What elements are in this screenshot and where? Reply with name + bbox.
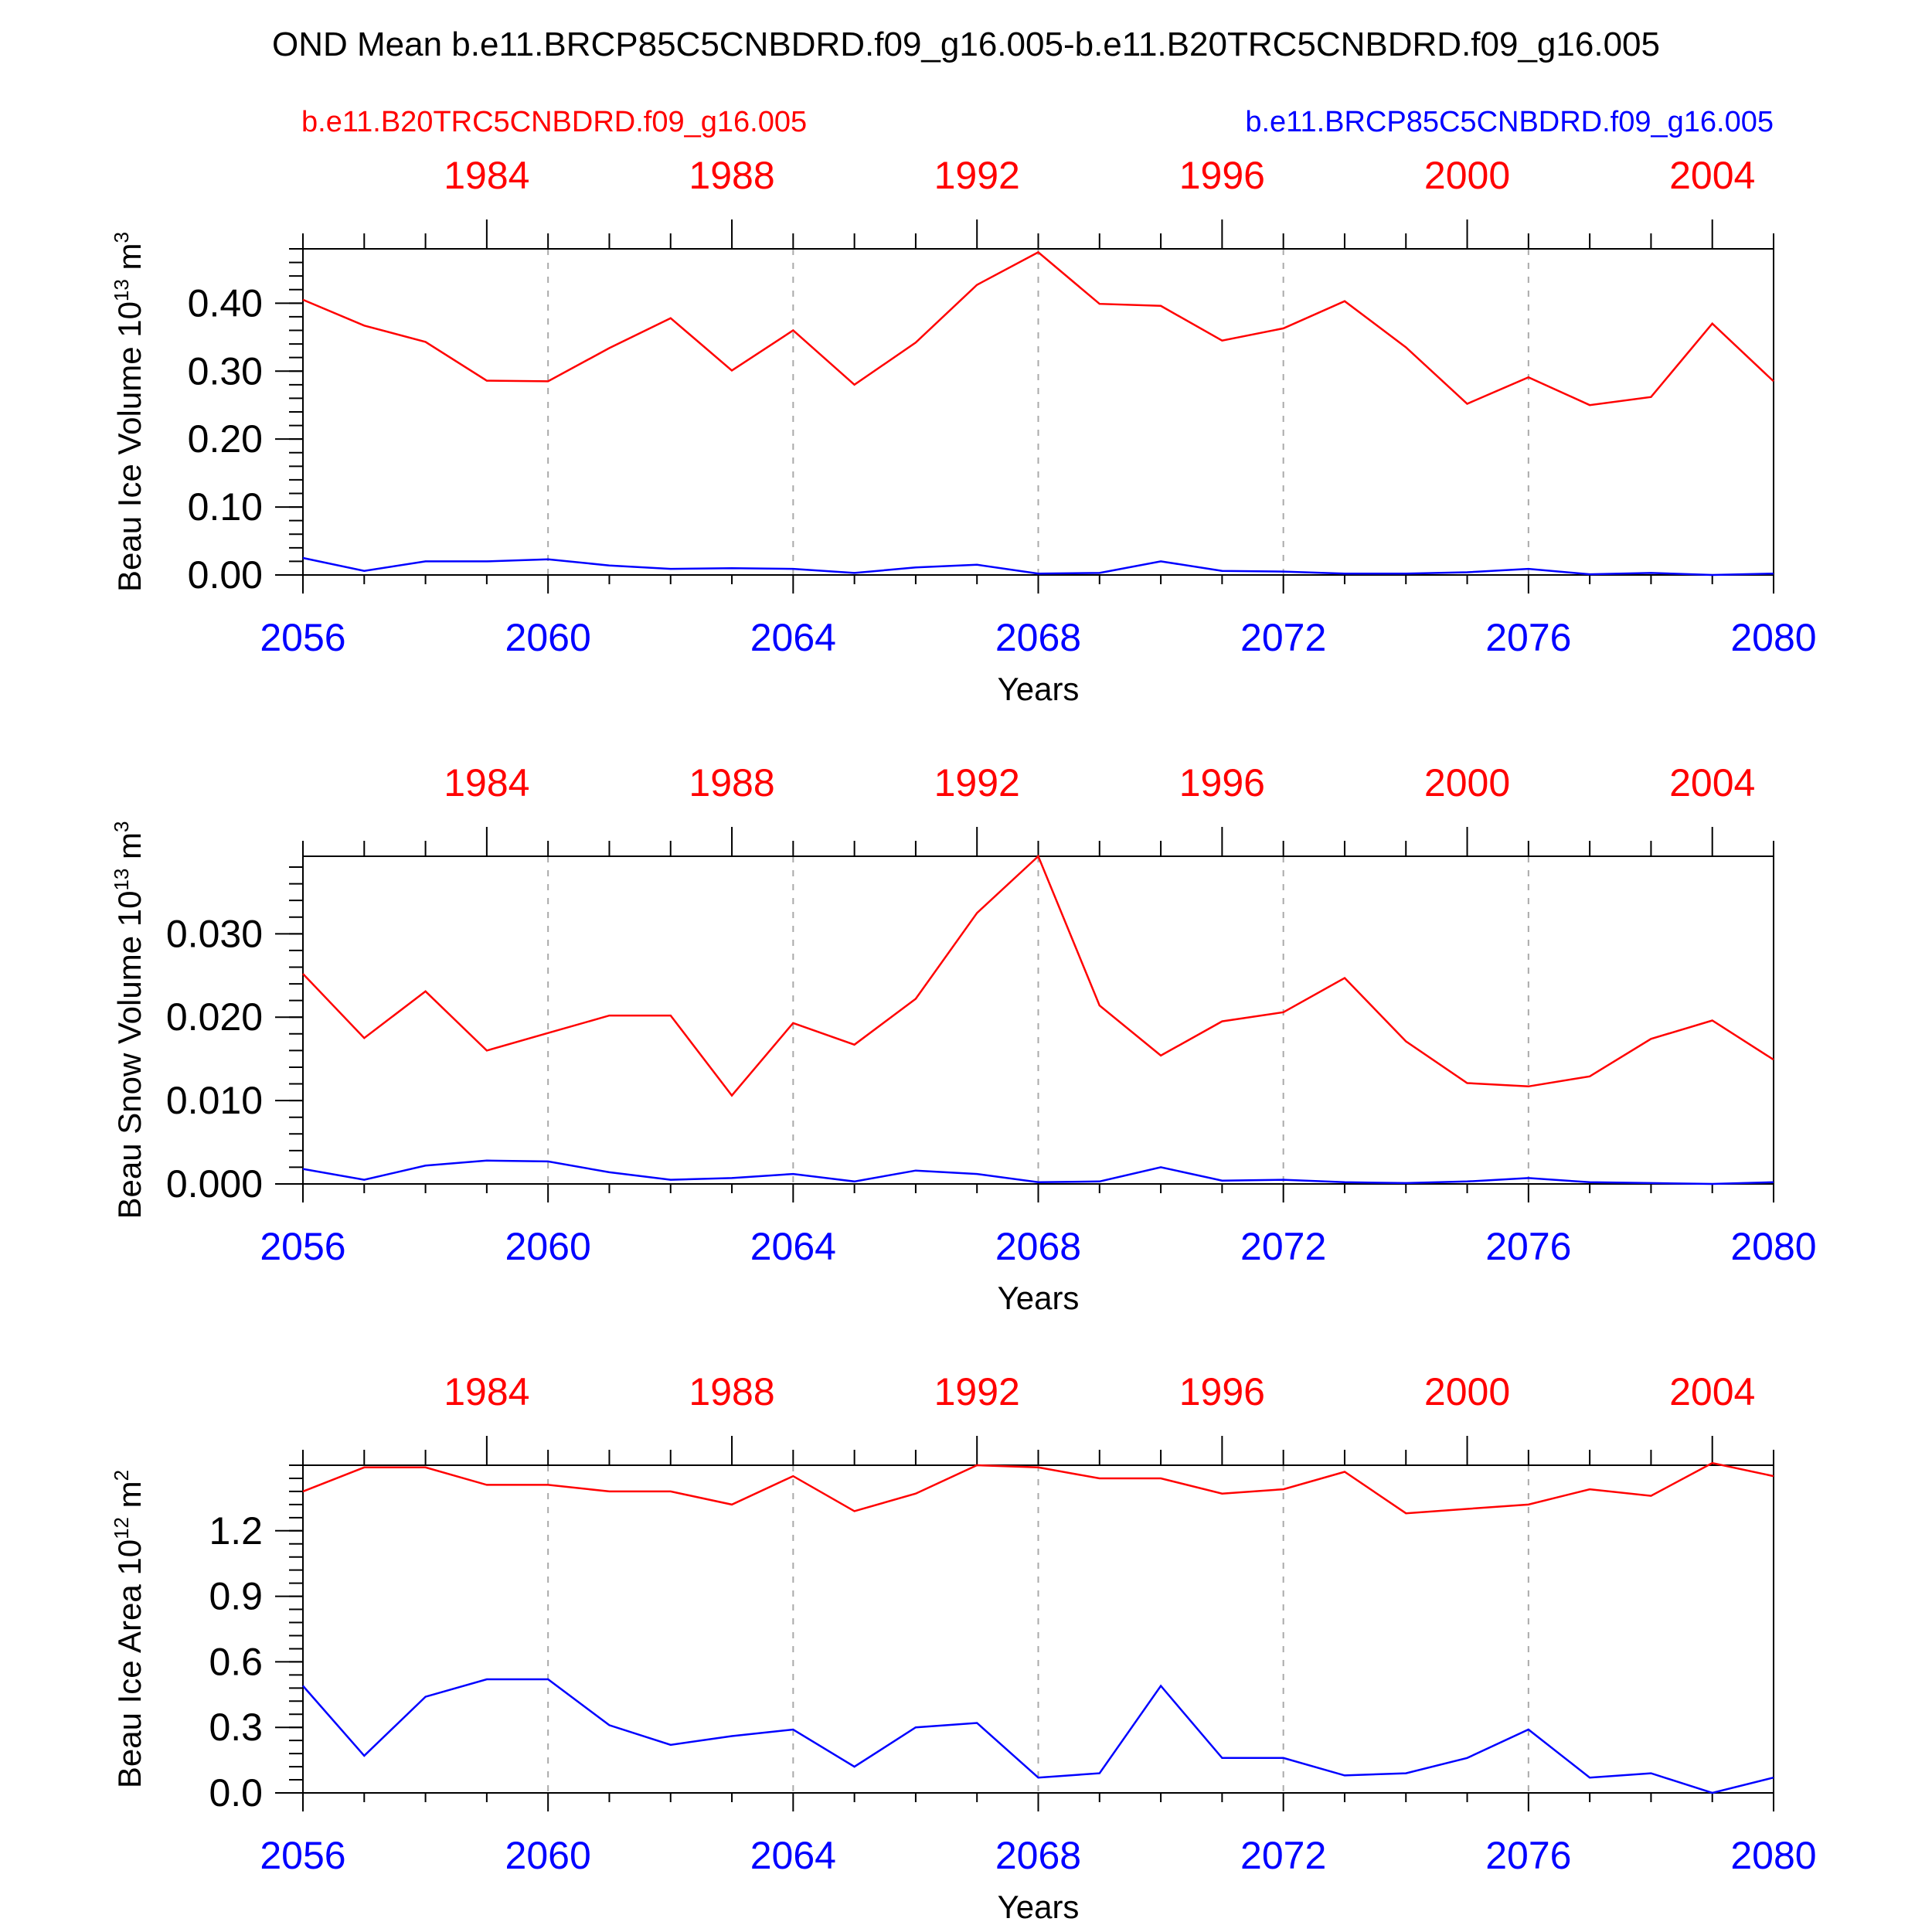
legend-label-future: b.e11.BRCP85C5CNBDRD.f09_g16.005 [1245,106,1774,138]
y-tick-label: 0.30 [188,349,263,393]
top-tick-label: 2004 [1669,761,1755,804]
y-axis-title-part: Beau Snow Volume 10 [111,891,148,1219]
y-axis-title-superscript: 13 [110,279,133,301]
x-tick-label: 2072 [1240,1225,1326,1268]
y-tick-label: 0.10 [188,485,263,529]
x-tick-label: 2076 [1485,1225,1571,1268]
top-tick-label: 1984 [444,154,529,197]
x-axis-title: Years [998,671,1080,707]
x-axis-title: Years [998,1280,1080,1316]
top-tick-label: 1988 [689,1370,774,1413]
x-tick-label: 2064 [750,616,836,659]
panel-1: 2056 2060 2064 2068 2072 2076 2080 1984 1988 1992… [110,154,1817,707]
x-tick-label: 2064 [750,1225,836,1268]
y-tick-label: 0.3 [209,1706,263,1749]
top-tick-label: 2004 [1669,1370,1755,1413]
chart-title: OND Mean b.e11.BRCP85C5CNBDRD.f09_g16.00… [272,26,1660,63]
x-tick-label: 2056 [260,616,345,659]
top-tick-label: 1988 [689,761,774,804]
top-tick-label: 1996 [1179,761,1265,804]
y-tick-label: 0.030 [166,912,263,955]
x-tick-label: 2072 [1240,1834,1326,1877]
top-tick-label: 1984 [444,761,529,804]
y-tick-label: 0.9 [209,1575,263,1618]
y-axis-title: Beau Snow Volume 1013 m3 [110,821,148,1219]
y-axis-title-part: m [111,1481,148,1517]
y-tick-label: 0.00 [188,553,263,597]
y-axis-title-part: m [111,832,148,869]
series-line-future [302,1159,1774,1185]
x-tick-label: 2068 [995,1225,1081,1268]
y-tick-label: 0.6 [209,1640,263,1683]
top-tick-label: 1992 [934,1370,1020,1413]
y-axis-title-part: m [111,243,148,279]
x-tick-label: 2060 [505,616,591,659]
top-tick-label: 1992 [934,761,1020,804]
panel-2: 2056 2060 2064 2068 2072 2076 2080 1984 1988 1992… [110,761,1817,1316]
x-tick-label: 2068 [995,1834,1081,1877]
y-tick-label: 0.0 [209,1771,263,1815]
top-tick-label: 2000 [1424,761,1510,804]
top-tick-label: 2000 [1424,154,1510,197]
top-tick-label: 2000 [1424,1370,1510,1413]
x-tick-label: 2072 [1240,616,1326,659]
series-line-historical [302,854,1774,1097]
series-line-historical [302,1461,1774,1515]
y-axis-title: Beau Ice Area 1012 m2 [110,1470,148,1788]
x-tick-label: 2080 [1730,616,1816,659]
top-tick-label: 2004 [1669,154,1755,197]
top-tick-label: 1984 [444,1370,529,1413]
top-tick-label: 1996 [1179,154,1265,197]
y-tick-label: 1.2 [209,1509,263,1553]
y-axis-title-part: Beau Ice Volume 10 [111,301,148,592]
panel-3: 2056 2060 2064 2068 2072 2076 2080 1984 1988 1992… [110,1370,1817,1925]
x-tick-label: 2080 [1730,1834,1816,1877]
x-tick-label: 2076 [1485,616,1571,659]
x-tick-label: 2056 [260,1834,345,1877]
y-axis-title-superscript: 13 [110,869,133,891]
x-tick-label: 2064 [750,1834,836,1877]
y-axis-title-superscript: 3 [110,232,133,243]
top-tick-label: 1988 [689,154,774,197]
y-tick-label: 0.010 [166,1079,263,1122]
x-tick-label: 2080 [1730,1225,1816,1268]
series-line-historical [302,250,1774,406]
series-line-future [302,1678,1774,1794]
top-tick-label: 1992 [934,154,1020,197]
y-tick-label: 0.020 [166,995,263,1039]
x-tick-label: 2068 [995,616,1081,659]
x-tick-label: 2056 [260,1225,345,1268]
legend-label-historical: b.e11.B20TRC5CNBDRD.f09_g16.005 [301,106,807,138]
plot-frame [302,1464,1774,1794]
plot-frame [302,248,1774,576]
top-tick-label: 1996 [1179,1370,1265,1413]
x-tick-label: 2076 [1485,1834,1571,1877]
y-tick-label: 0.000 [166,1162,263,1206]
y-tick-label: 0.20 [188,417,263,461]
y-axis-title-part: Beau Ice Area 10 [111,1539,148,1788]
y-axis-title-superscript: 2 [110,1470,133,1481]
x-tick-label: 2060 [505,1834,591,1877]
y-axis-title: Beau Ice Volume 1013 m3 [110,232,148,592]
x-axis-title: Years [998,1889,1080,1925]
y-axis-title-superscript: 3 [110,821,133,832]
y-axis-title-superscript: 12 [110,1517,133,1539]
y-tick-label: 0.40 [188,281,263,325]
series-line-future [302,556,1774,577]
x-tick-label: 2060 [505,1225,591,1268]
